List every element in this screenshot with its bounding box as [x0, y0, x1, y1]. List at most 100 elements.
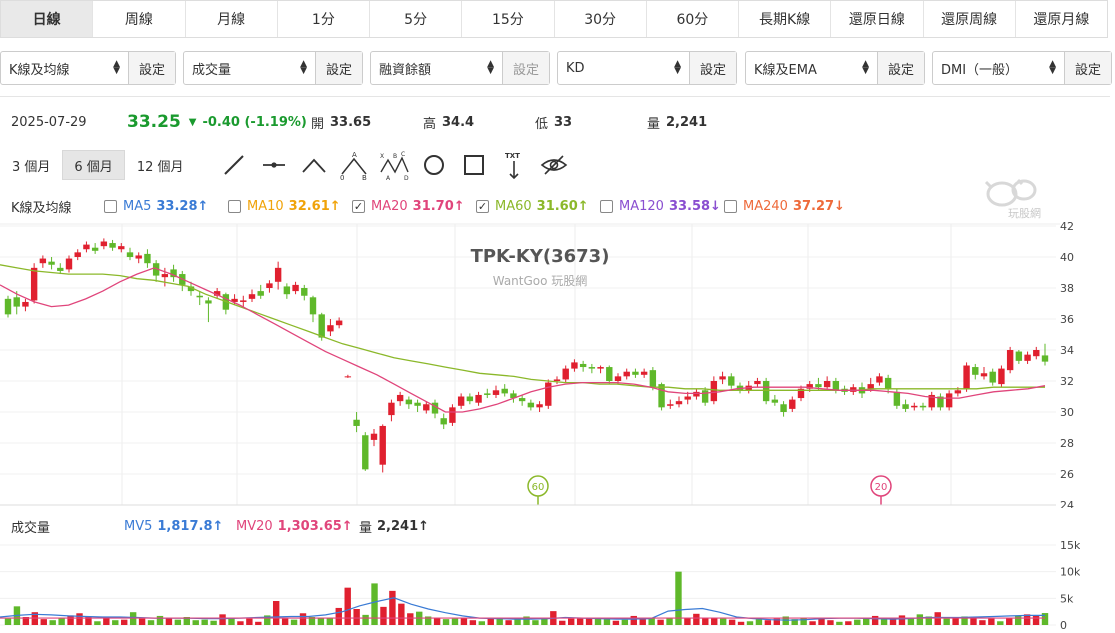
y-tick-label: 36	[1060, 313, 1074, 326]
tab-1[interactable]: 周線	[93, 1, 186, 37]
hide-drawings-icon[interactable]	[534, 148, 574, 182]
volume-bar	[1032, 615, 1040, 625]
indicator-dropdown[interactable]: DMI（一般） ▲ ▼	[933, 52, 1064, 84]
candle-body	[344, 376, 352, 378]
ma-legend-item[interactable]: MA120 33.58↓	[600, 195, 721, 217]
ma-legend-item[interactable]: MA10 32.61↑	[228, 195, 341, 217]
indicator-dropdown-label: 融資餘額	[379, 62, 432, 78]
volume-tick-label: 0	[1060, 619, 1067, 632]
candle-body	[335, 320, 343, 326]
volume-bar	[228, 617, 235, 625]
candle-body	[553, 379, 561, 381]
marker-label: 60	[532, 482, 545, 493]
volume-bar	[460, 617, 468, 625]
range-button-0[interactable]: 3 個月	[12, 159, 51, 175]
circle-tool-icon[interactable]	[414, 148, 454, 182]
volume-bar	[201, 619, 208, 625]
volume-bar	[702, 618, 709, 625]
indicator-dropdown[interactable]: K線及均線 ▲ ▼	[1, 52, 128, 84]
candle-body	[1033, 350, 1040, 357]
segment-tool-icon[interactable]	[254, 148, 294, 182]
ma-cross-marker[interactable]: 60	[527, 475, 549, 505]
checkbox[interactable]: ✓	[476, 199, 489, 213]
tab-10[interactable]: 還原周線	[924, 1, 1016, 37]
quote-price-group: 33.25 ▼ -0.40 (-1.19%)	[127, 108, 307, 136]
settings-button[interactable]: 設定	[689, 52, 736, 84]
volume-legend-item: 量 2,241↑	[359, 515, 429, 537]
volume-chart[interactable]: 0 5k 10k 15k	[0, 537, 1080, 633]
candle-body	[658, 384, 665, 408]
volume-bar	[353, 609, 360, 625]
checkbox[interactable]	[724, 199, 737, 213]
ma-name: MA5	[123, 198, 152, 214]
settings-button[interactable]: 設定	[315, 52, 362, 84]
volume-value: 2,241	[666, 114, 708, 130]
checkbox[interactable]	[600, 199, 613, 213]
volume-bar	[612, 620, 620, 625]
ma-cross-marker[interactable]: 20	[870, 475, 892, 505]
indicator-dropdown-label: DMI（一般）	[941, 62, 1019, 78]
range-button-1[interactable]: 6 個月	[62, 150, 125, 180]
tab-11[interactable]: 還原月線	[1033, 12, 1090, 28]
volume-bar	[621, 619, 629, 625]
line-tool-icon[interactable]	[214, 148, 254, 182]
volume-bar	[684, 618, 691, 625]
angle-tool-icon[interactable]	[294, 148, 334, 182]
ma-legend-item[interactable]: ✓ MA60 31.60↑	[476, 195, 589, 217]
tab-7[interactable]: 60分	[647, 1, 739, 37]
indicator-dropdown[interactable]: KD ▲ ▼	[558, 52, 689, 84]
tab-9[interactable]: 還原日線	[831, 1, 924, 37]
settings-button[interactable]: 設定	[877, 52, 924, 84]
candle-body	[945, 393, 953, 408]
candle-body	[240, 300, 247, 302]
volume-bar	[103, 618, 110, 625]
settings-button[interactable]: 設定	[1064, 52, 1111, 84]
tab-4[interactable]: 5分	[370, 1, 463, 37]
checkbox[interactable]	[104, 199, 117, 213]
tab-3[interactable]: 1分	[278, 1, 370, 37]
indicator-dropdown[interactable]: 融資餘額 ▲ ▼	[371, 52, 502, 84]
tab-6[interactable]: 30分	[555, 1, 647, 37]
indicator-dropdown[interactable]: 成交量 ▲ ▼	[184, 52, 315, 84]
volume-bar	[469, 620, 477, 625]
ma-legend-item[interactable]: ✓ MA20 31.70↑	[352, 195, 465, 217]
volume-bar	[237, 621, 244, 625]
volume-bar	[407, 613, 414, 625]
checkbox[interactable]: ✓	[352, 199, 365, 213]
candle-body	[13, 297, 20, 307]
sort-arrows-icon: ▲ ▼	[487, 59, 494, 76]
candle-body	[754, 381, 761, 385]
y-tick-label: 28	[1060, 437, 1074, 450]
text-tool-icon[interactable]: TXT	[494, 148, 534, 182]
quote-date: 2025-07-29	[11, 114, 87, 130]
tab-8[interactable]: 長期K線	[739, 1, 832, 37]
ma-legend-item[interactable]: MA5 33.28↑	[104, 195, 208, 217]
candle-body	[327, 325, 334, 332]
volume-bar	[755, 619, 763, 625]
candle-body	[74, 252, 81, 257]
volume-bar	[791, 619, 798, 625]
range-button-2[interactable]: 12 個月	[136, 159, 184, 175]
volume-bar	[952, 618, 959, 625]
settings-button[interactable]: 設定	[128, 52, 175, 84]
volume-bar	[773, 618, 781, 625]
tab-0[interactable]: 日線	[1, 1, 94, 37]
rectangle-tool-icon[interactable]	[454, 148, 494, 182]
volume-bar	[880, 619, 888, 625]
candle-body	[710, 381, 718, 402]
candle-body	[484, 393, 491, 395]
y-tick-label: 24	[1060, 499, 1074, 508]
tab-2[interactable]: 月線	[186, 1, 278, 37]
volume-bar	[308, 617, 316, 625]
checkbox[interactable]	[228, 199, 241, 213]
ma-legend-item[interactable]: MA240 37.27↓	[724, 195, 845, 217]
volume-legend: 成交量 MV5 1,817.8↑ MV20 1,303.65↑ 量 2,241↑	[0, 515, 600, 537]
volume-bar	[585, 618, 593, 625]
abcd-pattern-icon[interactable]: A 0 B	[334, 148, 374, 182]
candlestick-chart[interactable]: 24 26 28 30 32 34 36 38 40 42 60 20	[0, 218, 1080, 508]
indicator-dropdown[interactable]: K線及EMA ▲ ▼	[746, 52, 877, 84]
volume-bar	[827, 620, 834, 625]
candle-body	[536, 404, 543, 408]
tab-5[interactable]: 15分	[462, 1, 555, 37]
